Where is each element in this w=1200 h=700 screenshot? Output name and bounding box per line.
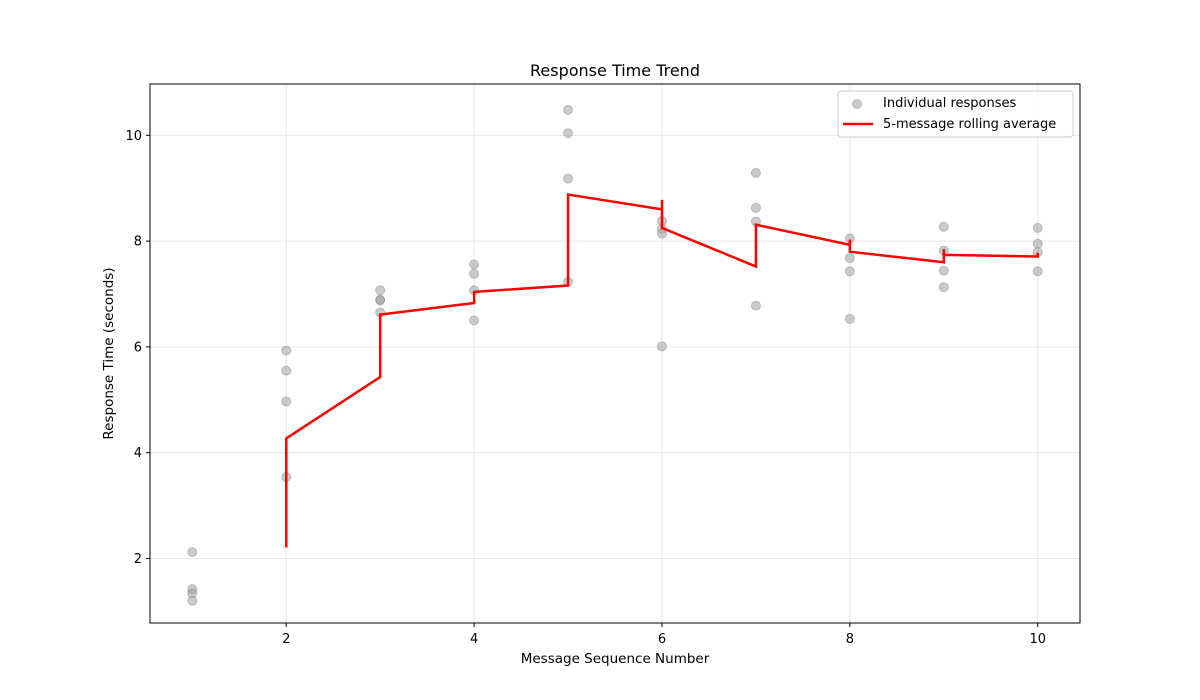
- scatter-point: [657, 228, 667, 239]
- scatter-point: [844, 253, 855, 263]
- x-tick-label: 8: [846, 632, 854, 647]
- legend: Individual responses 5-message rolling a…: [837, 90, 1074, 138]
- scatter-point: [563, 105, 573, 115]
- scatter-point: [657, 341, 667, 352]
- scatter-point: [844, 313, 855, 324]
- scatter-point: [469, 315, 479, 326]
- scatter-point: [1032, 222, 1043, 233]
- y-tick-label: 2: [134, 552, 142, 567]
- x-tick-label: 4: [470, 632, 478, 647]
- scatter-point: [844, 266, 855, 277]
- scatter-point: [375, 285, 386, 296]
- y-tick-label: 8: [134, 235, 142, 250]
- legend-label-individual: Individual responses: [883, 96, 1016, 111]
- scatter-point: [281, 365, 292, 376]
- rolling-average-line: [284, 193, 1039, 548]
- scatter-point: [1032, 238, 1043, 249]
- legend-box: [837, 90, 1074, 138]
- plot-area: [150, 84, 1080, 623]
- scatter-point: [563, 128, 573, 139]
- scatter-point: [938, 265, 949, 276]
- chart-title: Response Time Trend: [530, 61, 700, 80]
- scatter-point: [938, 282, 949, 293]
- scatter-point: [938, 221, 949, 232]
- scatter-points: [187, 105, 1043, 606]
- y-tick-label: 6: [134, 340, 142, 355]
- scatter-point: [563, 173, 573, 184]
- scatter-point: [187, 595, 198, 606]
- y-tick-label: 10: [125, 129, 142, 144]
- x-axis-label: Message Sequence Number: [521, 651, 710, 667]
- x-tick-label: 2: [282, 632, 290, 647]
- scatter-point: [375, 295, 386, 306]
- scatter-point: [469, 268, 479, 279]
- x-tick-label: 10: [1029, 632, 1046, 647]
- scatter-point: [751, 202, 761, 213]
- axis-ticks: 2 4 6 8 10 2 4 6 8 10: [125, 129, 1046, 647]
- legend-label-rolling-average: 5-message rolling average: [883, 117, 1056, 132]
- scatter-point: [281, 396, 292, 407]
- y-tick-label: 4: [134, 446, 142, 461]
- rolling-average-layer: [284, 193, 1039, 548]
- scatter-point: [751, 167, 761, 178]
- y-axis-label: Response Time (seconds): [101, 267, 117, 439]
- scatter-point: [281, 345, 292, 356]
- plot-frame: [149, 83, 1081, 624]
- legend-scatter-marker: [852, 99, 862, 109]
- x-tick-label: 6: [658, 632, 666, 647]
- scatter-point: [469, 259, 479, 270]
- scatter-point: [187, 547, 198, 558]
- scatter-point: [751, 300, 761, 311]
- scatter-point: [1032, 266, 1043, 277]
